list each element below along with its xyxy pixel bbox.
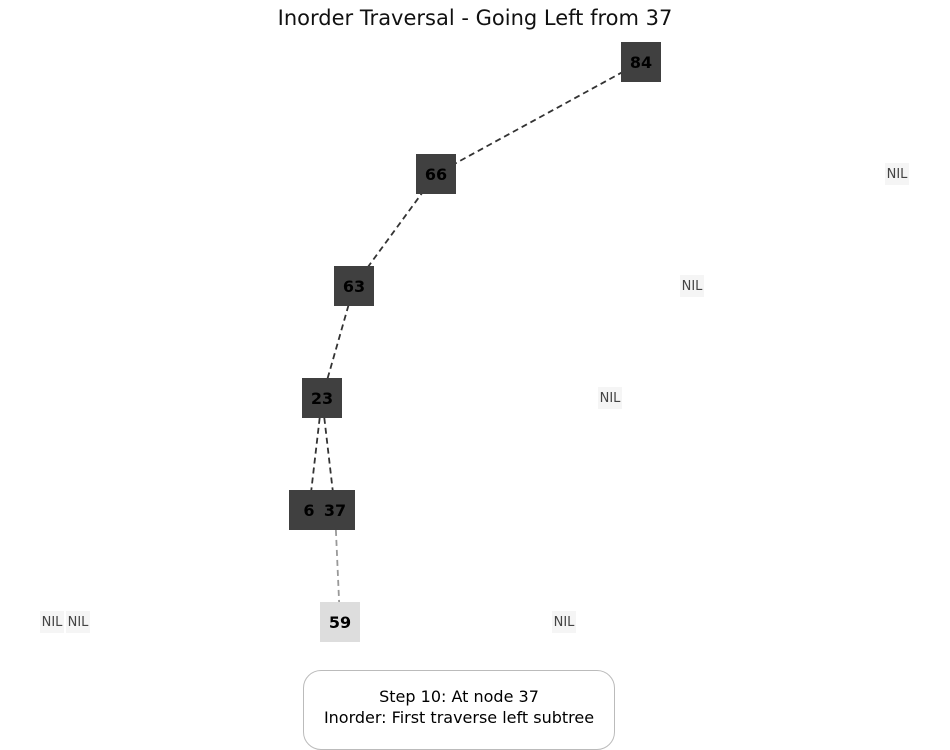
diagram-title: Inorder Traversal - Going Left from 37	[277, 6, 673, 30]
nil-leaf: NIL	[40, 611, 64, 633]
nil-leaf: NIL	[680, 275, 704, 297]
nil-leaf: NIL	[885, 163, 909, 185]
tree-node-59: 59	[320, 602, 360, 642]
tree-node-84: 84	[621, 42, 661, 82]
status-box: Step 10: At node 37 Inorder: First trave…	[303, 670, 615, 750]
status-step: Step 10: At node 37	[379, 687, 539, 706]
nil-leaf: NIL	[66, 611, 90, 633]
nil-leaf: NIL	[552, 611, 576, 633]
tree-node-23: 23	[302, 378, 342, 418]
tree-node-66: 66	[416, 154, 456, 194]
tree-node-63: 63	[334, 266, 374, 306]
tree-node-37: 37	[315, 490, 355, 530]
nil-leaf: NIL	[598, 387, 622, 409]
status-description: Inorder: First traverse left subtree	[323, 708, 595, 727]
edge-84-66	[435, 61, 642, 175]
